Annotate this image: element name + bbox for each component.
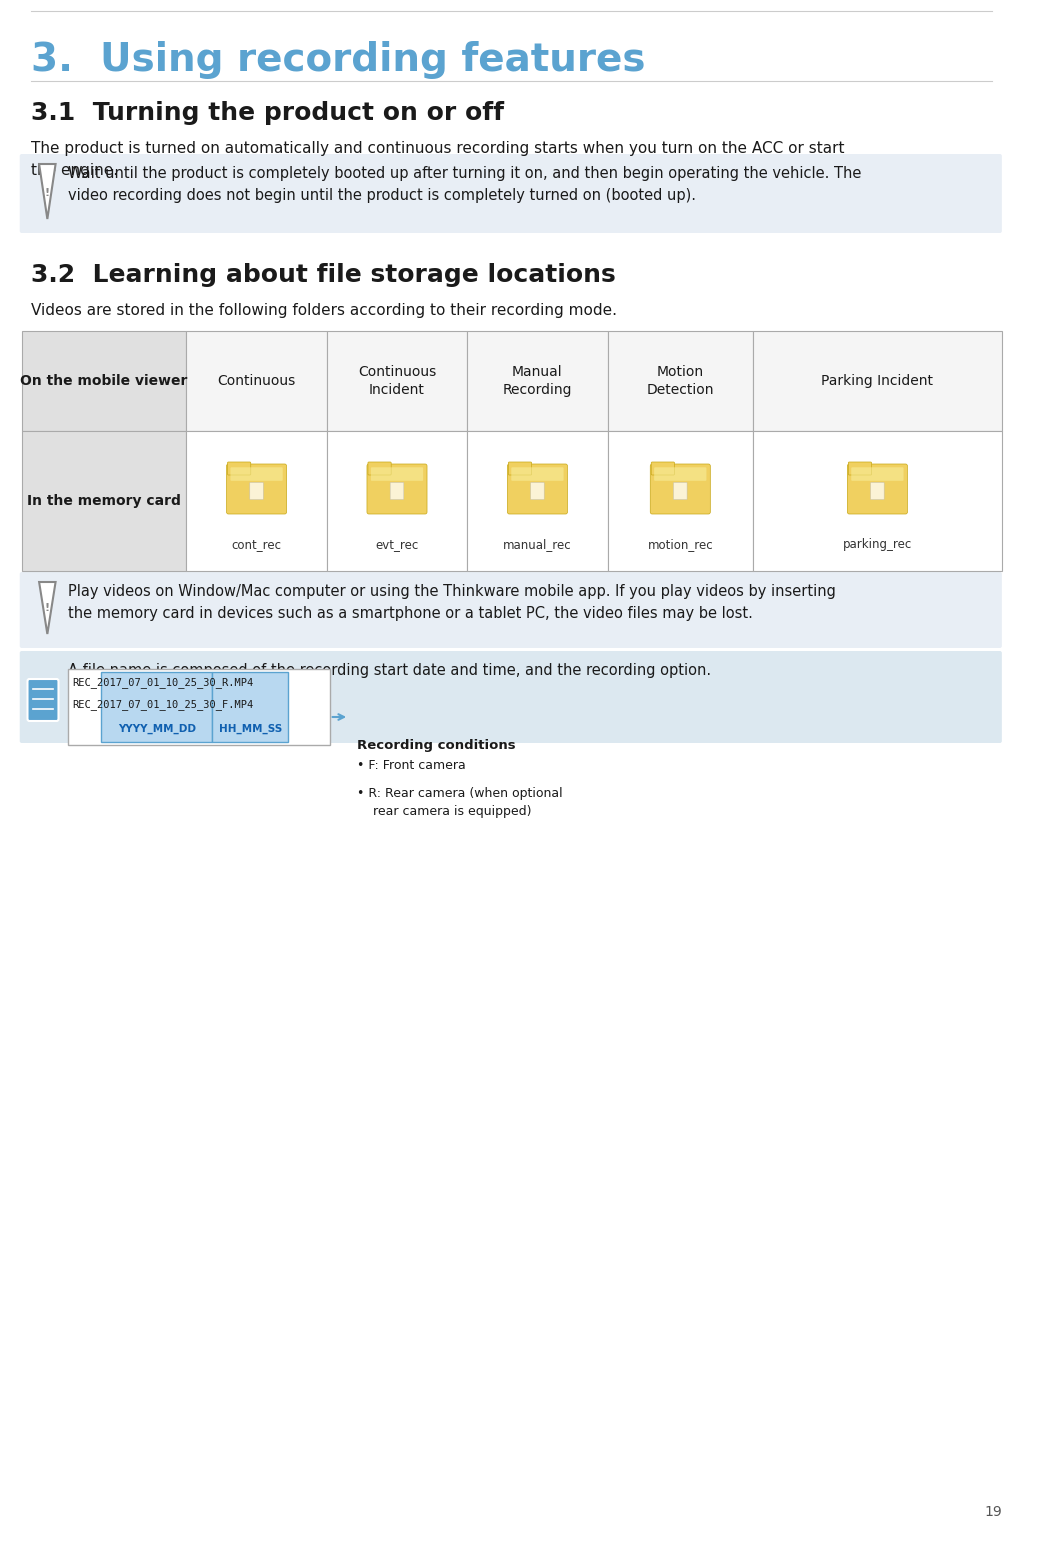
FancyBboxPatch shape	[507, 464, 567, 515]
FancyBboxPatch shape	[508, 462, 531, 475]
FancyBboxPatch shape	[368, 462, 391, 475]
Bar	[186, 331, 327, 431]
Bar	[753, 331, 1002, 431]
Text: 19: 19	[984, 1506, 1002, 1519]
Text: Motion
Detection: Motion Detection	[647, 365, 714, 398]
Text: In the memory card: In the memory card	[27, 495, 181, 509]
FancyBboxPatch shape	[673, 482, 687, 499]
FancyBboxPatch shape	[249, 482, 263, 499]
FancyBboxPatch shape	[227, 462, 250, 475]
Text: parking_rec: parking_rec	[843, 538, 912, 552]
Text: REC_2017_07_01_10_25_30_R.MP4: REC_2017_07_01_10_25_30_R.MP4	[72, 678, 254, 689]
FancyBboxPatch shape	[20, 572, 1002, 649]
FancyBboxPatch shape	[371, 467, 423, 481]
Polygon shape	[39, 582, 56, 633]
Bar	[753, 431, 1002, 572]
Bar	[213, 672, 288, 743]
Text: On the mobile viewer: On the mobile viewer	[20, 374, 187, 388]
Bar	[22, 431, 186, 572]
FancyBboxPatch shape	[851, 467, 904, 481]
FancyBboxPatch shape	[230, 467, 283, 481]
Polygon shape	[39, 163, 56, 219]
Text: Manual
Recording: Manual Recording	[503, 365, 572, 398]
Text: YYYY_MM_DD: YYYY_MM_DD	[118, 724, 196, 734]
FancyBboxPatch shape	[848, 462, 872, 475]
FancyBboxPatch shape	[367, 464, 427, 515]
FancyBboxPatch shape	[650, 464, 710, 515]
Bar	[68, 669, 329, 744]
Text: Play videos on Window/Mac computer or using the Thinkware mobile app. If you pla: Play videos on Window/Mac computer or us…	[68, 584, 836, 621]
Bar	[467, 331, 608, 431]
Text: evt_rec: evt_rec	[376, 538, 419, 552]
Text: HH_MM_SS: HH_MM_SS	[219, 724, 282, 734]
FancyBboxPatch shape	[27, 680, 59, 721]
Bar	[327, 331, 467, 431]
Bar	[186, 431, 327, 572]
Bar	[101, 672, 213, 743]
FancyBboxPatch shape	[654, 467, 707, 481]
FancyBboxPatch shape	[390, 482, 404, 499]
Text: • F: Front camera: • F: Front camera	[357, 760, 466, 772]
Text: Videos are stored in the following folders according to their recording mode.: Videos are stored in the following folde…	[32, 304, 618, 317]
FancyBboxPatch shape	[871, 482, 884, 499]
Text: 3.1  Turning the product on or off: 3.1 Turning the product on or off	[32, 102, 504, 125]
Text: !: !	[45, 188, 49, 197]
Bar	[467, 431, 608, 572]
Text: • R: Rear camera (when optional
    rear camera is equipped): • R: Rear camera (when optional rear cam…	[357, 787, 563, 818]
Text: A file name is composed of the recording start date and time, and the recording : A file name is composed of the recording…	[68, 663, 711, 678]
Text: REC_2017_07_01_10_25_30_F.MP4: REC_2017_07_01_10_25_30_F.MP4	[72, 700, 254, 710]
FancyBboxPatch shape	[847, 464, 908, 515]
Text: motion_rec: motion_rec	[647, 538, 713, 552]
Bar	[608, 331, 753, 431]
Text: 3.  Using recording features: 3. Using recording features	[32, 42, 646, 79]
Text: Recording conditions: Recording conditions	[357, 740, 515, 752]
FancyBboxPatch shape	[511, 467, 564, 481]
Text: Continuous
Incident: Continuous Incident	[358, 365, 437, 398]
FancyBboxPatch shape	[20, 650, 1002, 743]
FancyBboxPatch shape	[651, 462, 674, 475]
Text: manual_rec: manual_rec	[503, 538, 571, 552]
Text: 3.2  Learning about file storage locations: 3.2 Learning about file storage location…	[32, 264, 616, 287]
Text: cont_rec: cont_rec	[231, 538, 282, 552]
Text: Wait until the product is completely booted up after turning it on, and then beg: Wait until the product is completely boo…	[68, 166, 862, 202]
FancyBboxPatch shape	[530, 482, 544, 499]
FancyBboxPatch shape	[226, 464, 286, 515]
Text: !: !	[45, 603, 49, 613]
Text: Continuous: Continuous	[218, 374, 296, 388]
Text: Parking Incident: Parking Incident	[822, 374, 933, 388]
Bar	[22, 331, 186, 431]
Text: The product is turned on automatically and continuous recording starts when you : The product is turned on automatically a…	[32, 140, 845, 179]
FancyBboxPatch shape	[20, 154, 1002, 233]
Bar	[608, 431, 753, 572]
Bar	[327, 431, 467, 572]
